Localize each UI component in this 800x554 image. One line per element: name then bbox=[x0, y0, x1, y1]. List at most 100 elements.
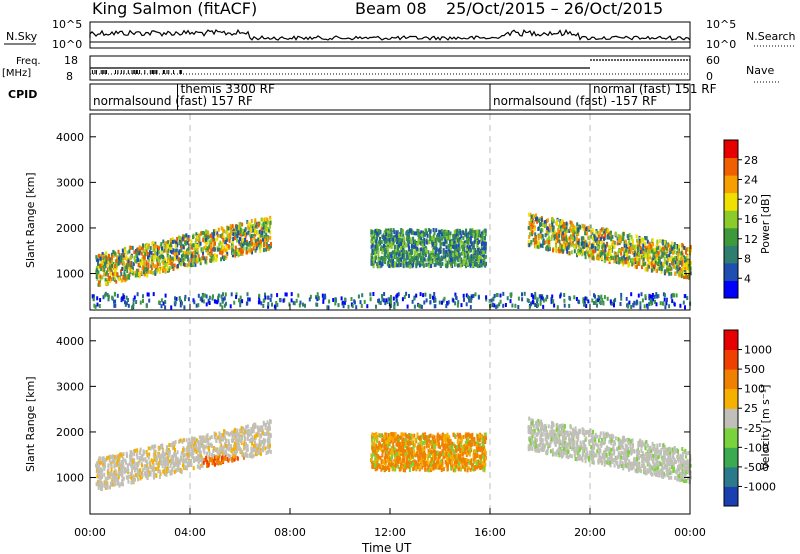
scatter-cell bbox=[195, 237, 198, 242]
scatter-cell bbox=[671, 299, 674, 304]
scatter-cell bbox=[197, 454, 200, 458]
scatter-cell bbox=[531, 230, 534, 235]
scatter-cell bbox=[107, 272, 110, 277]
scatter-cell bbox=[665, 254, 668, 259]
scatter-cell bbox=[147, 269, 150, 274]
scatter-cell bbox=[620, 239, 623, 244]
scatter-cell bbox=[391, 262, 394, 267]
scatter-cell bbox=[228, 432, 231, 437]
scatter-cell bbox=[267, 437, 269, 442]
scatter-cell bbox=[596, 298, 599, 303]
scatter-cell bbox=[492, 302, 494, 307]
scatter-cell bbox=[655, 302, 658, 307]
scatter-cell bbox=[646, 239, 649, 244]
scatter-cell bbox=[94, 304, 97, 309]
scatter-cell bbox=[529, 302, 532, 307]
scatter-cell bbox=[670, 293, 673, 298]
scatter-cell bbox=[630, 247, 633, 252]
scatter-cell bbox=[412, 263, 415, 268]
scatter-cell bbox=[672, 250, 674, 255]
scatter-cell bbox=[655, 253, 658, 258]
scatter-cell bbox=[186, 240, 189, 245]
scatter-cell bbox=[665, 246, 668, 251]
scatter-cell bbox=[174, 248, 177, 253]
scatter-cell bbox=[651, 237, 654, 242]
scatter-cell bbox=[229, 431, 232, 436]
scatter-cell bbox=[176, 264, 179, 268]
scatter-cell bbox=[378, 298, 381, 303]
scatter-cell bbox=[207, 235, 210, 240]
scatter-cell bbox=[100, 470, 103, 475]
nsearch-label: N.Search bbox=[746, 30, 796, 43]
scatter-cell bbox=[637, 293, 640, 298]
scatter-cell bbox=[127, 475, 130, 479]
scatter-cell bbox=[212, 229, 215, 234]
scatter-cell bbox=[403, 253, 406, 258]
scatter-cell bbox=[248, 248, 251, 253]
scatter-cell bbox=[361, 293, 364, 298]
scatter-cell bbox=[409, 249, 412, 254]
scatter-cell bbox=[584, 255, 587, 260]
scatter-cell bbox=[122, 452, 125, 457]
scatter-cell bbox=[194, 447, 197, 452]
scatter-cell bbox=[267, 450, 270, 454]
scatter-cell bbox=[390, 300, 392, 305]
scatter-cell bbox=[99, 274, 102, 279]
scatter-cell bbox=[143, 262, 146, 267]
scatter-cell bbox=[397, 246, 400, 251]
scatter-cell bbox=[374, 251, 377, 256]
scatter-cell bbox=[592, 252, 595, 257]
scatter-cell bbox=[111, 458, 114, 463]
nave-tick-high: 60 bbox=[706, 54, 720, 67]
scatter-cell bbox=[219, 240, 222, 245]
scatter-cell bbox=[415, 293, 418, 298]
scatter-cell bbox=[154, 264, 156, 269]
scatter-cell bbox=[138, 263, 141, 268]
scatter-cell bbox=[641, 298, 644, 303]
scatter-cell bbox=[684, 259, 686, 264]
scatter-cell bbox=[671, 261, 673, 266]
scatter-cell bbox=[614, 251, 617, 256]
scatter-cell bbox=[590, 229, 593, 234]
scatter-cell bbox=[206, 246, 209, 251]
scatter-cell bbox=[221, 297, 224, 302]
scatter-cell bbox=[473, 234, 476, 239]
scatter-cell bbox=[250, 227, 253, 232]
scatter-cell bbox=[203, 438, 206, 443]
scatter-cell bbox=[551, 294, 554, 299]
scatter-cell bbox=[197, 236, 200, 241]
scatter-cell bbox=[542, 304, 545, 309]
scatter-cell bbox=[196, 235, 199, 240]
freq-panel: Freq. [MHz] 18 8 60 0 Nave bbox=[2, 54, 780, 83]
scatter-cell bbox=[400, 241, 403, 245]
scatter-cell bbox=[267, 441, 270, 446]
scatter-cell bbox=[125, 274, 128, 279]
scatter-cell bbox=[248, 228, 251, 233]
scatter-cell bbox=[390, 251, 393, 256]
scatter-cell bbox=[650, 244, 652, 249]
scatter-cell bbox=[165, 470, 168, 474]
scatter-cell bbox=[125, 301, 128, 306]
scatter-cell bbox=[380, 240, 383, 245]
scatter-cell bbox=[234, 451, 237, 456]
scatter-cell bbox=[156, 261, 159, 266]
scatter-cell bbox=[550, 236, 553, 241]
scatter-cell bbox=[196, 250, 199, 255]
scatter-cell bbox=[426, 231, 428, 236]
scatter-cell bbox=[621, 256, 624, 261]
scatter-cell bbox=[180, 254, 183, 259]
scatter-cell bbox=[423, 237, 426, 242]
scatter-cell bbox=[469, 305, 472, 310]
scatter-cell bbox=[565, 221, 568, 226]
scatter-cell bbox=[284, 292, 287, 297]
scatter-cell bbox=[402, 264, 405, 269]
scatter-cell bbox=[149, 446, 152, 451]
scatter-cell bbox=[413, 239, 416, 244]
scatter-cell bbox=[200, 247, 203, 252]
scatter-cell bbox=[682, 300, 685, 305]
scatter-cell bbox=[390, 235, 393, 239]
scatter-cell bbox=[109, 257, 112, 262]
scatter-cell bbox=[599, 236, 602, 241]
scatter-cell bbox=[166, 263, 169, 268]
scatter-cell bbox=[167, 450, 170, 455]
